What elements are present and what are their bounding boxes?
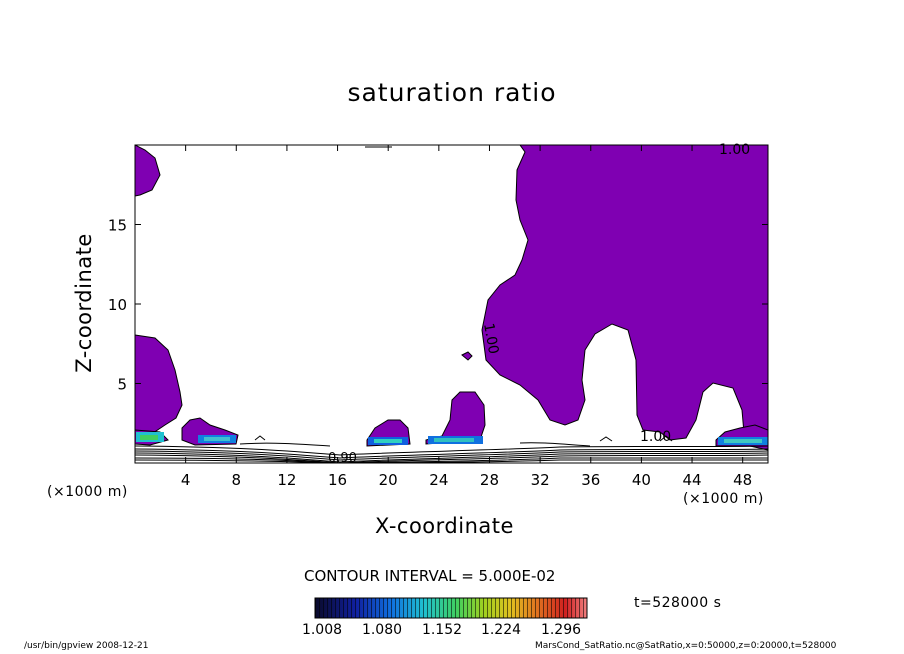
y-tick-label: 15 bbox=[108, 217, 127, 235]
x-tick-label: 44 bbox=[682, 471, 701, 489]
x-tick-label: 28 bbox=[480, 471, 499, 489]
x-tick-label: 24 bbox=[429, 471, 448, 489]
colorbar bbox=[314, 597, 588, 619]
near-surface-contours bbox=[134, 146, 769, 464]
x-tick-label: 12 bbox=[277, 471, 296, 489]
x-tick-label: 36 bbox=[581, 471, 600, 489]
x-axis-label: X-coordinate bbox=[375, 514, 514, 538]
supersaturated-region-left-mid bbox=[135, 334, 183, 441]
contour-label: 0.90 bbox=[328, 451, 357, 466]
supersaturated-region-right-main bbox=[481, 145, 768, 451]
contour-label: 1.00 bbox=[640, 429, 671, 445]
high-saturation-cores bbox=[136, 432, 768, 445]
small-blob-21 bbox=[461, 351, 473, 361]
x-tick-label: 20 bbox=[379, 471, 398, 489]
colorbar-tick-label: 1.152 bbox=[421, 622, 463, 638]
supersaturated-region-left-top bbox=[135, 145, 161, 197]
x-tick-label: 8 bbox=[232, 471, 242, 489]
time-label: t=528000 s bbox=[634, 595, 722, 611]
y-axis-ticks: 5 10 15 bbox=[108, 217, 768, 394]
contour-fill-group bbox=[135, 145, 768, 451]
y-tick-label: 5 bbox=[117, 376, 127, 394]
x-tick-label: 4 bbox=[181, 471, 191, 489]
colorbar-stripes bbox=[315, 598, 587, 618]
colorbar-tick-label: 1.224 bbox=[480, 622, 522, 638]
contour-label: 1.00 bbox=[719, 142, 750, 158]
y-tick-label: 10 bbox=[108, 296, 127, 314]
contour-label: 1.00 bbox=[480, 322, 501, 355]
contour-interval-label: CONTOUR INTERVAL = 5.000E-02 bbox=[304, 567, 556, 585]
x-tick-label: 48 bbox=[733, 471, 752, 489]
colorbar-tick-label: 1.080 bbox=[361, 622, 403, 638]
chart-title: saturation ratio bbox=[347, 78, 557, 107]
x-axis-unit-right: (×1000 m) bbox=[683, 491, 764, 507]
x-tick-label: 32 bbox=[531, 471, 550, 489]
footer-right: MarsCond_SatRatio.nc@SatRatio,x=0:50000,… bbox=[535, 641, 837, 651]
x-tick-label: 16 bbox=[328, 471, 347, 489]
x-axis-unit-left: (×1000 m) bbox=[47, 484, 128, 500]
footer-left: /usr/bin/gpview 2008-12-21 bbox=[24, 641, 149, 651]
colorbar-tick-label: 1.296 bbox=[540, 622, 582, 638]
colorbar-tick-label: 1.008 bbox=[301, 622, 343, 638]
x-tick-label: 40 bbox=[632, 471, 651, 489]
colorbar-frame bbox=[314, 597, 588, 619]
x-axis-ticks: 4 8 12 16 20 24 28 32 36 40 44 48 bbox=[181, 145, 752, 489]
